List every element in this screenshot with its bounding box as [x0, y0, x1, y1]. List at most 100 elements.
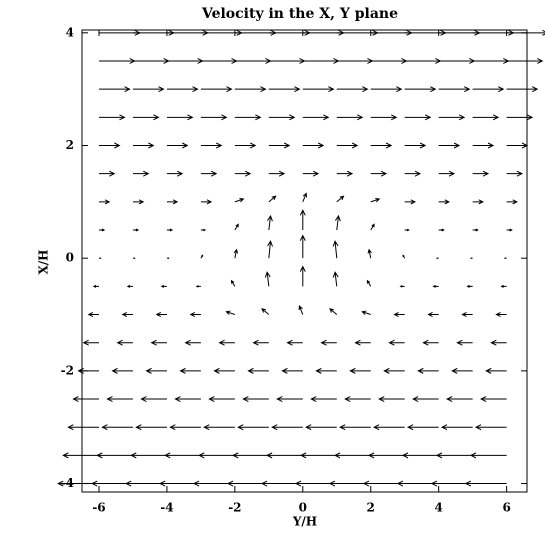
arrow — [393, 312, 405, 318]
arrow — [145, 367, 167, 374]
arrow — [456, 339, 473, 346]
arrow — [333, 452, 371, 459]
arrow — [349, 367, 371, 374]
arrow — [354, 339, 371, 346]
arrow — [332, 271, 339, 287]
arrow — [332, 240, 339, 259]
arrow — [234, 170, 252, 177]
arrow — [435, 257, 439, 259]
arrow — [150, 339, 167, 346]
arrow — [230, 279, 236, 287]
arrow — [480, 396, 507, 402]
x-tick-label: -2 — [228, 501, 241, 515]
arrow — [72, 396, 99, 402]
arrow — [208, 396, 235, 402]
arrow — [370, 142, 393, 149]
arrow — [336, 114, 364, 121]
arrow — [404, 170, 422, 177]
arrow — [232, 452, 269, 459]
arrow — [315, 367, 337, 374]
arrow — [472, 58, 510, 64]
x-tick-label: 6 — [502, 501, 510, 515]
arrow — [506, 142, 529, 149]
plot-frame — [81, 29, 528, 493]
arrow — [234, 142, 257, 149]
arrow — [472, 114, 500, 121]
arrow — [370, 170, 388, 177]
arrow — [281, 367, 303, 374]
arrow — [370, 223, 375, 231]
arrow — [271, 424, 303, 431]
arrow — [106, 396, 133, 402]
arrow — [472, 170, 490, 177]
arrow — [336, 142, 359, 149]
arrow — [247, 367, 269, 374]
y-tick-label: 0 — [66, 251, 74, 265]
arrow — [438, 86, 471, 93]
arrow — [268, 195, 277, 203]
arrow — [451, 367, 473, 374]
arrow — [432, 284, 439, 288]
arrow — [98, 199, 111, 205]
arrow — [268, 170, 286, 177]
arrow — [132, 228, 140, 232]
arrow — [506, 114, 534, 121]
arrow — [302, 142, 325, 149]
arrow — [399, 285, 405, 288]
arrow — [140, 396, 167, 402]
arrow — [98, 142, 121, 149]
arrow — [179, 367, 201, 374]
arrow — [402, 254, 406, 259]
arrow — [166, 199, 179, 205]
arrow — [401, 452, 439, 459]
arrow — [233, 248, 239, 259]
arrow — [92, 284, 99, 288]
arrow — [361, 310, 371, 315]
arrow — [506, 170, 524, 177]
arrow — [388, 339, 405, 346]
arrow — [121, 312, 133, 318]
arrow — [339, 424, 371, 431]
arrow — [370, 86, 403, 93]
arrow — [302, 170, 320, 177]
arrow — [87, 312, 99, 318]
arrow — [135, 424, 167, 431]
arrow — [234, 223, 239, 231]
arrow — [98, 58, 136, 64]
arrow — [302, 58, 340, 64]
arrow — [461, 312, 473, 318]
arrow — [195, 285, 201, 288]
arrow — [237, 424, 269, 431]
arrow — [264, 271, 271, 287]
arrow — [96, 452, 133, 459]
arrow — [378, 396, 405, 402]
arrow — [404, 114, 432, 121]
arrow — [261, 308, 270, 315]
arrow — [506, 86, 539, 93]
arrow — [242, 396, 269, 402]
arrow — [406, 424, 439, 431]
arrow — [404, 142, 427, 149]
arrow — [404, 228, 410, 232]
arrow — [200, 114, 228, 121]
arrow — [404, 86, 437, 93]
y-tick-label: 2 — [66, 138, 74, 152]
arrow — [225, 310, 236, 315]
arrow — [435, 452, 473, 459]
arrow — [98, 170, 116, 177]
arrow — [299, 265, 306, 287]
x-tick-label: 2 — [367, 501, 375, 515]
arrow — [98, 86, 131, 93]
arrow — [506, 29, 545, 36]
arrow — [299, 452, 337, 459]
arrow — [160, 284, 167, 288]
arrow — [438, 199, 450, 205]
arrow — [469, 452, 507, 459]
arrow — [404, 58, 442, 64]
arrow — [98, 114, 126, 121]
arrow — [302, 114, 330, 121]
arrow — [302, 86, 335, 93]
arrow — [166, 142, 189, 149]
arrow — [286, 339, 303, 346]
